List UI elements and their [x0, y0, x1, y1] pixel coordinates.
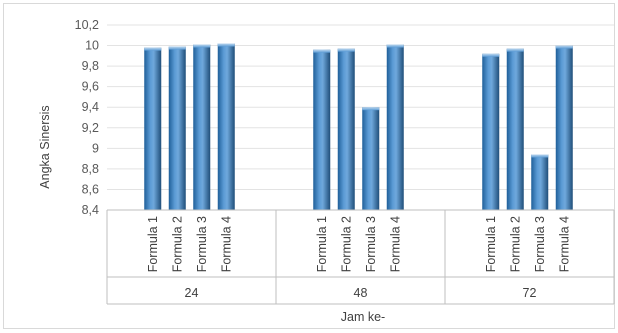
category-label: Formula 4 [219, 216, 233, 272]
y-tick-label: 9,4 [82, 100, 99, 114]
y-tick-label: 10 [85, 39, 99, 53]
category-label: Formula 1 [146, 216, 160, 272]
bar-cap [506, 48, 524, 52]
y-tick-label: 8,6 [82, 182, 99, 196]
bar [362, 107, 380, 210]
x-axis-title: Jam ke- [341, 310, 385, 324]
y-tick-label: 8,4 [82, 203, 99, 217]
group-label: 24 [185, 286, 199, 300]
bar [506, 48, 524, 211]
bar-cap [168, 46, 186, 50]
y-tick-label: 9 [92, 141, 99, 155]
bar-cap [193, 44, 211, 48]
bar [168, 46, 186, 211]
bar [386, 44, 404, 211]
bar-cap [555, 45, 573, 49]
bar-cap [337, 48, 355, 52]
bar [555, 45, 573, 210]
bar [144, 47, 162, 210]
y-axis-title: Angka Sinersis [38, 105, 52, 188]
category-label: Formula 3 [533, 216, 547, 272]
bar-cap [362, 107, 380, 111]
bar [313, 49, 331, 210]
group-label: 72 [523, 286, 537, 300]
category-label: Formula 2 [170, 216, 184, 272]
y-tick-label: 9,8 [82, 59, 99, 73]
bars [144, 43, 573, 211]
category-label: Formula 4 [388, 216, 402, 272]
bar-cap [531, 154, 549, 158]
bar [193, 44, 211, 211]
bar [217, 43, 235, 210]
category-label: Formula 1 [484, 216, 498, 272]
y-tick-label: 9,2 [82, 121, 99, 135]
grid-layer [107, 24, 614, 190]
category-label: Formula 3 [195, 216, 209, 272]
bar-cap [144, 47, 162, 51]
category-label: Formula 3 [364, 216, 378, 272]
bar [482, 53, 500, 211]
bar-cap [313, 49, 331, 53]
x-axis: Formula 1 Formula 2 Formula 3 Formula 424Fo… [106, 209, 615, 305]
category-label: Formula 4 [557, 216, 571, 272]
y-axis-ticks: 8,4 8,6 8,8 9 9,2 9,4 9,6 9,8 10 10,2 [75, 18, 99, 217]
y-tick-label: 9,6 [82, 80, 99, 94]
category-label: Formula 2 [508, 216, 522, 272]
category-label: Formula 1 [315, 216, 329, 272]
bar-cap [217, 43, 235, 47]
bar [531, 154, 549, 210]
bar [337, 48, 355, 211]
group-label: 48 [354, 286, 368, 300]
y-tick-label: 10,2 [75, 18, 99, 32]
bar-cap [386, 44, 404, 48]
y-tick-label: 8,8 [82, 162, 99, 176]
category-label: Formula 2 [339, 216, 353, 272]
bar-cap [482, 53, 500, 57]
